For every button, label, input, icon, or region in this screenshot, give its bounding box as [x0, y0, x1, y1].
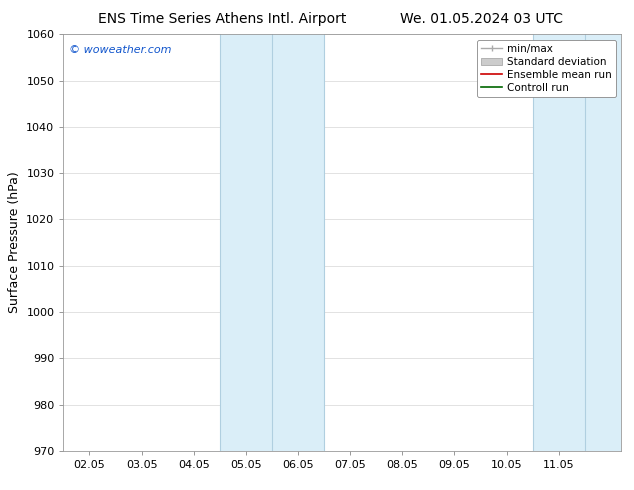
Text: © woweather.com: © woweather.com	[69, 45, 171, 55]
Legend: min/max, Standard deviation, Ensemble mean run, Controll run: min/max, Standard deviation, Ensemble me…	[477, 40, 616, 97]
Y-axis label: Surface Pressure (hPa): Surface Pressure (hPa)	[8, 172, 21, 314]
Bar	[220, 34, 324, 451]
Text: We. 01.05.2024 03 UTC: We. 01.05.2024 03 UTC	[400, 12, 564, 26]
Bar	[533, 34, 621, 451]
Text: ENS Time Series Athens Intl. Airport: ENS Time Series Athens Intl. Airport	[98, 12, 346, 26]
